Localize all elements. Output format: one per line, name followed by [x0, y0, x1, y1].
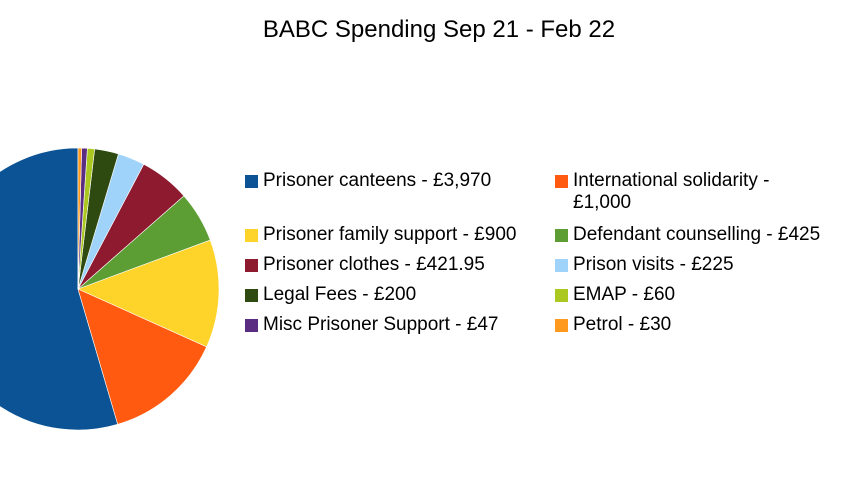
legend-label-9: Petrol - £30: [573, 314, 672, 335]
legend-swatch-3: [555, 229, 568, 242]
legend-label-5: Prison visits - £225: [573, 254, 734, 275]
legend-swatch-6: [245, 289, 258, 302]
legend-swatch-1: [555, 175, 568, 188]
legend-item-1: International solidarity - £1,000: [555, 170, 795, 214]
legend-label-0: Prisoner canteens - £3,970: [263, 170, 492, 191]
legend-item-0: Prisoner canteens - £3,970: [245, 170, 491, 192]
pie-slice-0: [0, 147, 119, 431]
legend-label-8: Misc Prisoner Support - £47: [263, 314, 499, 335]
legend-item-3: Defendant counselling - £425: [555, 224, 820, 246]
legend-label-6: Legal Fees - £200: [263, 284, 417, 305]
legend-swatch-2: [245, 229, 258, 242]
legend-swatch-5: [555, 259, 568, 272]
legend-label-1: International solidarity - £1,000: [573, 170, 770, 213]
legend-item-5: Prison visits - £225: [555, 254, 734, 276]
pie-slice-1: [77, 288, 208, 425]
legend-label-4: Prisoner clothes - £421.95: [263, 254, 485, 275]
legend-item-7: EMAP - £60: [555, 284, 675, 306]
pie-slice-2: [77, 239, 220, 348]
legend-swatch-4: [245, 259, 258, 272]
legend-item-9: Petrol - £30: [555, 314, 671, 336]
legend-swatch-0: [245, 175, 258, 188]
pie-slice-9: [77, 147, 82, 290]
legend-label-3: Defendant counselling - £425: [573, 224, 821, 245]
legend-item-4: Prisoner clothes - £421.95: [245, 254, 485, 276]
legend-item-6: Legal Fees - £200: [245, 284, 416, 306]
legend-label-2: Prisoner family support - £900: [263, 224, 517, 245]
legend-item-2: Prisoner family support - £900: [245, 224, 516, 246]
chart-title: BABC Spending Sep 21 - Feb 22: [262, 16, 616, 43]
legend-swatch-9: [555, 319, 568, 332]
legend-swatch-8: [245, 319, 258, 332]
legend-swatch-7: [555, 289, 568, 302]
legend-item-8: Misc Prisoner Support - £47: [245, 314, 499, 336]
legend-label-7: EMAP - £60: [573, 284, 676, 305]
